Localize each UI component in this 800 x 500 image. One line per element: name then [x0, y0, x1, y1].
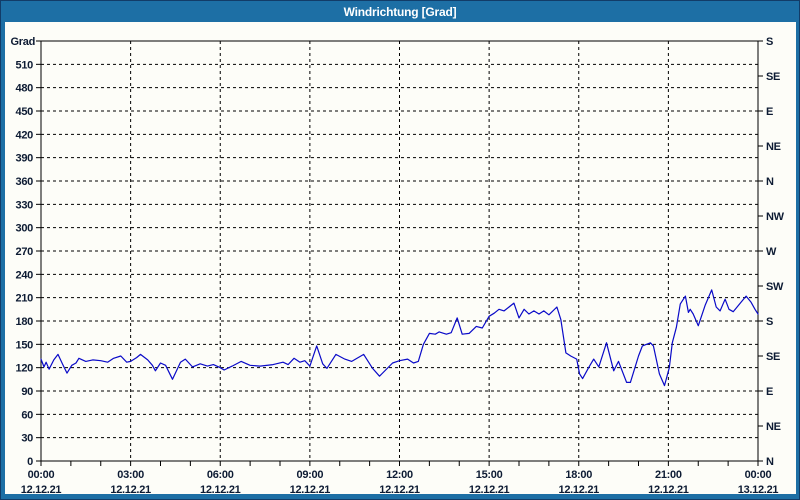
- right-axis-label: W: [766, 246, 777, 258]
- x-tick-date: 12.12.21: [200, 484, 241, 494]
- window-title: Windrichtung [Grad]: [343, 4, 457, 19]
- y-tick-label: 450: [16, 106, 34, 118]
- x-tick-time: 09:00: [297, 469, 324, 481]
- y-tick-label: 330: [16, 199, 34, 211]
- right-axis-label: SE: [766, 71, 780, 83]
- y-tick-label: 360: [16, 176, 34, 188]
- right-axis-label: NE: [766, 141, 781, 153]
- x-tick-date: 12.12.21: [21, 484, 62, 494]
- x-tick-time: 06:00: [207, 469, 234, 481]
- y-tick-label: 270: [16, 246, 34, 258]
- x-tick-time: 03:00: [117, 469, 144, 481]
- y-tick-label: 60: [21, 409, 33, 421]
- y-axis-title: Grad: [11, 36, 35, 48]
- y-tick-label: 30: [21, 433, 33, 445]
- right-axis-label: SW: [766, 281, 784, 293]
- x-tick-date: 12.12.21: [290, 484, 331, 494]
- chart-content: 0 30 60 90 120 150 180 210 240 270 300 330 360 390 420…: [5, 22, 796, 494]
- title-bar: Windrichtung [Grad]: [1, 1, 799, 22]
- right-axis-label: N: [766, 456, 774, 468]
- x-tick-date: 13.12.21: [738, 484, 779, 494]
- y-tick-label: 510: [16, 59, 34, 71]
- y-tick-label: 420: [16, 129, 34, 141]
- right-axis-label: E: [766, 106, 773, 118]
- right-axis-label: SE: [766, 351, 780, 363]
- x-tick-time: 18:00: [565, 469, 592, 481]
- y-tick-label: 180: [16, 316, 34, 328]
- x-tick-date: 12.12.21: [648, 484, 689, 494]
- x-tick-date: 12.12.21: [379, 484, 420, 494]
- y-tick-label: 210: [16, 293, 34, 305]
- y-tick-label: 90: [21, 386, 33, 398]
- y-tick-label: 0: [27, 456, 33, 468]
- y-tick-label: 300: [16, 223, 34, 235]
- x-tick-time: 00:00: [28, 469, 55, 481]
- x-tick-date: 12.12.21: [110, 484, 151, 494]
- x-tick-time: 21:00: [655, 469, 682, 481]
- right-axis-label: S: [766, 316, 773, 328]
- right-axis-label: N: [766, 176, 774, 188]
- x-tick-date: 12.12.21: [469, 484, 510, 494]
- wind-direction-chart: 0 30 60 90 120 150 180 210 240 270 300 330 360 390 420…: [11, 36, 785, 494]
- y-tick-label: 480: [16, 83, 34, 95]
- y-tick-label: 240: [16, 269, 34, 281]
- right-axis-label: NW: [766, 211, 785, 223]
- right-axis-label: S: [766, 36, 773, 48]
- y-tick-label: 390: [16, 153, 34, 165]
- x-tick-time: 12:00: [386, 469, 413, 481]
- x-tick-time: 15:00: [476, 469, 503, 481]
- wind-direction-line: [40, 289, 759, 387]
- x-tick-date: 12.12.21: [559, 484, 600, 494]
- y-tick-label: 150: [16, 339, 34, 351]
- y-tick-label: 120: [16, 363, 34, 375]
- right-axis-label: E: [766, 386, 773, 398]
- x-tick-time: 00:00: [745, 469, 772, 481]
- right-axis-label: NE: [766, 421, 781, 433]
